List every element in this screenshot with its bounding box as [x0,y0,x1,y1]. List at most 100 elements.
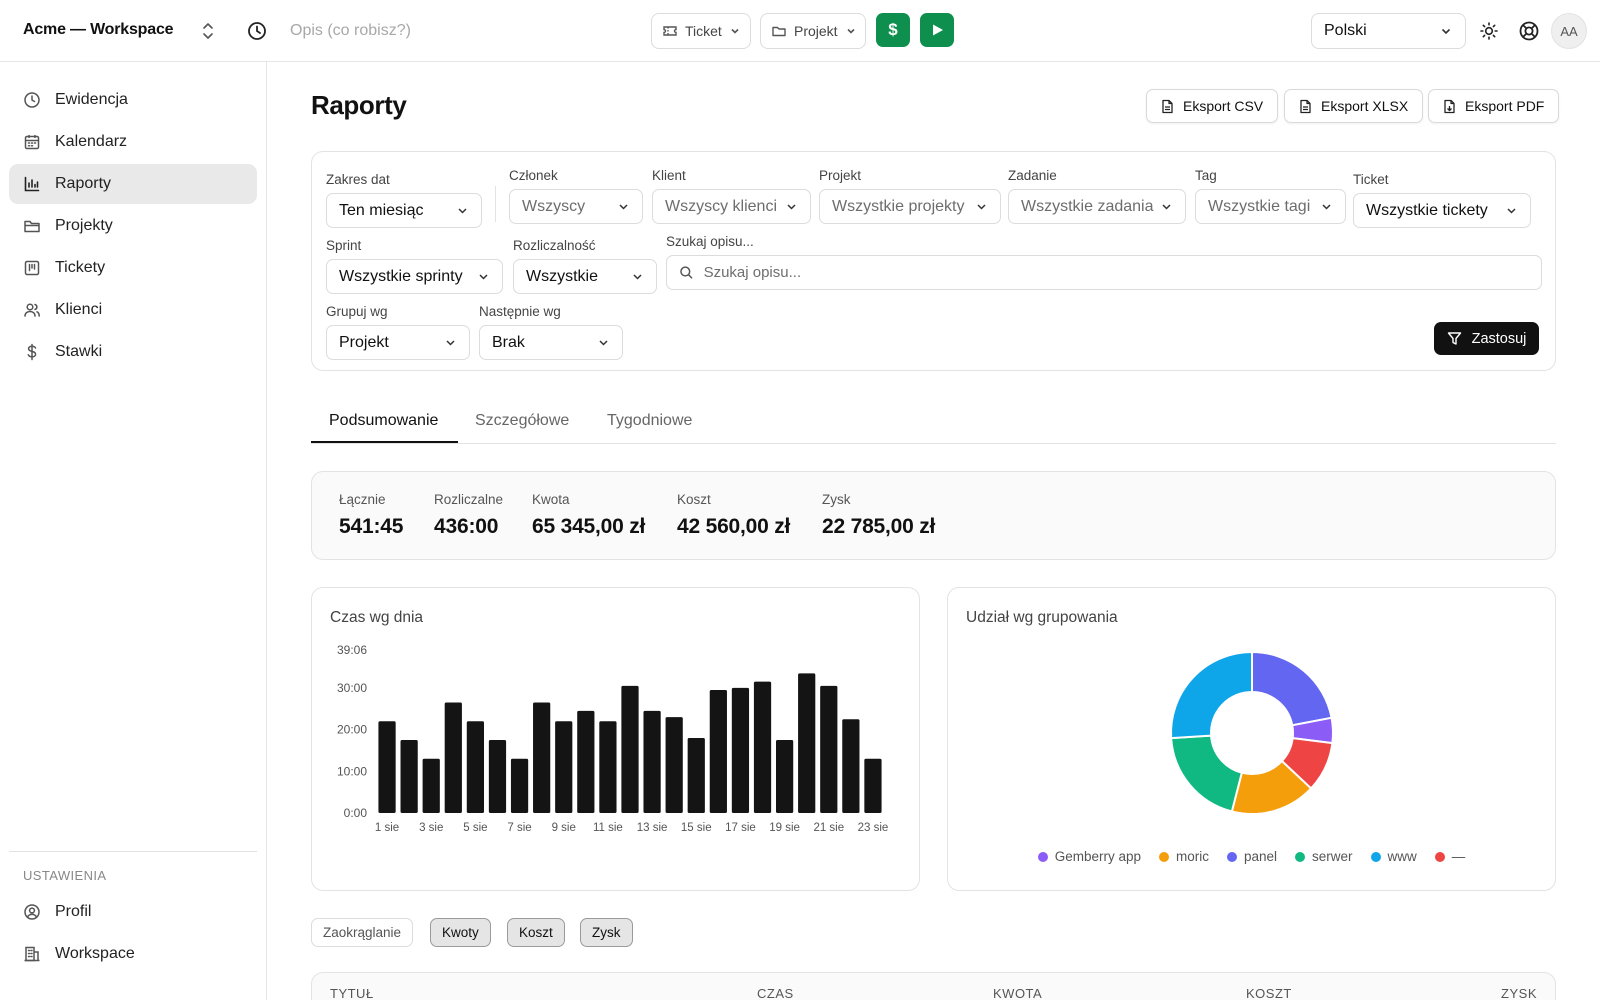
profit-toggle[interactable]: Zysk [580,918,633,947]
sidebar-item-raporty[interactable]: Raporty [9,164,257,204]
project-value: Wszystkie projekty [832,197,965,215]
avatar[interactable]: AA [1551,13,1587,49]
tab-tygodniowe[interactable]: Tygodniowe [607,412,693,429]
clock-icon [24,92,40,108]
calendar-icon [24,135,40,150]
bar[interactable] [864,758,882,813]
bar[interactable] [577,710,595,813]
amounts-toggle[interactable]: Kwoty [430,918,491,947]
legend-item[interactable]: panel [1226,849,1277,864]
apply-button[interactable]: Zastosuj [1434,322,1539,355]
sidebar-item-tickety[interactable]: Tickety [9,248,257,288]
column-header-title[interactable]: TYTUŁ [330,986,374,1000]
bar[interactable] [599,721,617,813]
export-xlsx-label: Eksport XLSX [1321,98,1409,114]
search-input[interactable] [703,264,1529,281]
language-select[interactable]: Polski [1311,13,1466,49]
sidebar-item-label: Tickety [55,259,106,276]
bar[interactable] [621,685,639,813]
bar[interactable] [533,702,551,813]
legend-item[interactable]: moric [1158,849,1209,864]
pie-slice[interactable] [1170,650,1253,740]
member-select[interactable]: Wszyscy [509,189,643,224]
legend-item[interactable]: www [1370,849,1417,864]
then-by-label: Następnie wg [479,304,561,319]
bar[interactable] [820,685,838,813]
summary-stats: Łącznie 541:45 Rozliczalne 436:00 Kwota … [311,471,1556,560]
billable-toggle-button[interactable]: $ [876,13,910,47]
then-by-value: Brak [492,333,525,351]
sprint-select[interactable]: Wszystkie sprinty [326,259,503,294]
bar[interactable] [555,721,573,813]
bar[interactable] [444,702,462,813]
sidebar-item-klienci[interactable]: Klienci [9,290,257,330]
workspace-switcher-icon[interactable] [198,20,218,42]
bar[interactable] [775,740,794,813]
billability-select[interactable]: Wszystkie [513,259,657,294]
tab-podsumowanie[interactable]: Podsumowanie [329,412,439,429]
bar[interactable] [709,690,727,813]
x-tick-label: 5 sie [463,822,487,834]
bar[interactable] [422,758,440,813]
sidebar-item-workspace[interactable]: Workspace [9,934,257,974]
project-select[interactable]: Projekt [760,13,866,49]
tab-szczegolowe[interactable]: Szczegółowe [475,412,570,429]
x-tick-label: 1 sie [375,822,399,834]
bar[interactable] [466,721,485,813]
column-header-cost[interactable]: KOSZT [1246,986,1292,1000]
help-button[interactable] [1517,19,1541,43]
search-field[interactable] [666,255,1542,290]
bar[interactable] [378,721,396,813]
description-input[interactable] [290,18,610,44]
export-pdf-button[interactable]: Eksport PDF [1428,89,1560,123]
legend-item[interactable]: — [1434,849,1465,864]
stat-total-value: 541:45 [339,515,404,538]
rounding-toggle[interactable]: Zaokrąglanie [311,918,414,947]
column-header-time[interactable]: CZAS [757,986,794,1000]
tag-select[interactable]: Wszystkie tagi [1195,189,1346,224]
sidebar-item-label: Kalendarz [55,133,128,150]
legend-item[interactable]: Gemberry app [1037,849,1141,864]
client-select[interactable]: Wszyscy klienci [652,189,811,224]
sidebar-item-ewidencja[interactable]: Ewidencja [9,80,257,120]
pie-slice[interactable] [1170,734,1244,813]
bar[interactable] [643,710,661,813]
clock-icon[interactable] [246,20,268,42]
bar[interactable] [731,687,750,813]
date-range-select[interactable]: Ten miesiąc [326,193,482,228]
legend-swatch [1158,851,1169,862]
start-timer-button[interactable] [920,13,954,47]
task-select[interactable]: Wszystkie zadania [1008,189,1186,224]
bar[interactable] [753,681,772,813]
bar[interactable] [842,719,860,813]
bar[interactable] [488,740,507,813]
daily-time-chart-card: Czas wg dnia 0:00 10:00 20:00 30:00 39:06 1 s… [311,587,920,891]
bar[interactable] [798,673,816,813]
date-range-label: Zakres dat [326,172,390,187]
sidebar-item-projekty[interactable]: Projekty [9,206,257,246]
bar[interactable] [400,740,418,813]
bar[interactable] [510,758,529,813]
stat-billable-value: 436:00 [434,515,499,538]
bar[interactable] [665,717,683,813]
column-header-profit[interactable]: ZYSK [1501,986,1537,1000]
theme-toggle-button[interactable] [1477,19,1501,43]
export-xlsx-button[interactable]: Eksport XLSX [1284,89,1424,123]
ticket-select[interactable]: Ticket [651,13,751,49]
stat-profit-value: 22 785,00 zł [822,515,936,538]
group-by-select[interactable]: Projekt [326,325,470,360]
export-csv-button[interactable]: Eksport CSV [1146,89,1279,123]
sidebar-item-kalendarz[interactable]: Kalendarz [9,122,257,162]
bar[interactable] [687,737,705,813]
ticket-filter-select[interactable]: Wszystkie tickety [1353,193,1531,228]
then-by-select[interactable]: Brak [479,325,623,360]
cost-toggle[interactable]: Koszt [507,918,565,947]
project-filter-select[interactable]: Wszystkie projekty [819,189,1001,224]
dollar-icon: $ [888,20,898,39]
legend-item[interactable]: serwer [1295,849,1353,864]
workspace-name[interactable]: Acme — Workspace [23,21,174,38]
column-header-amount[interactable]: KWOTA [993,986,1043,1000]
sidebar-item-profil[interactable]: Profil [9,892,257,932]
pie-slice[interactable] [1251,650,1333,727]
sidebar-item-stawki[interactable]: Stawki [9,332,257,372]
